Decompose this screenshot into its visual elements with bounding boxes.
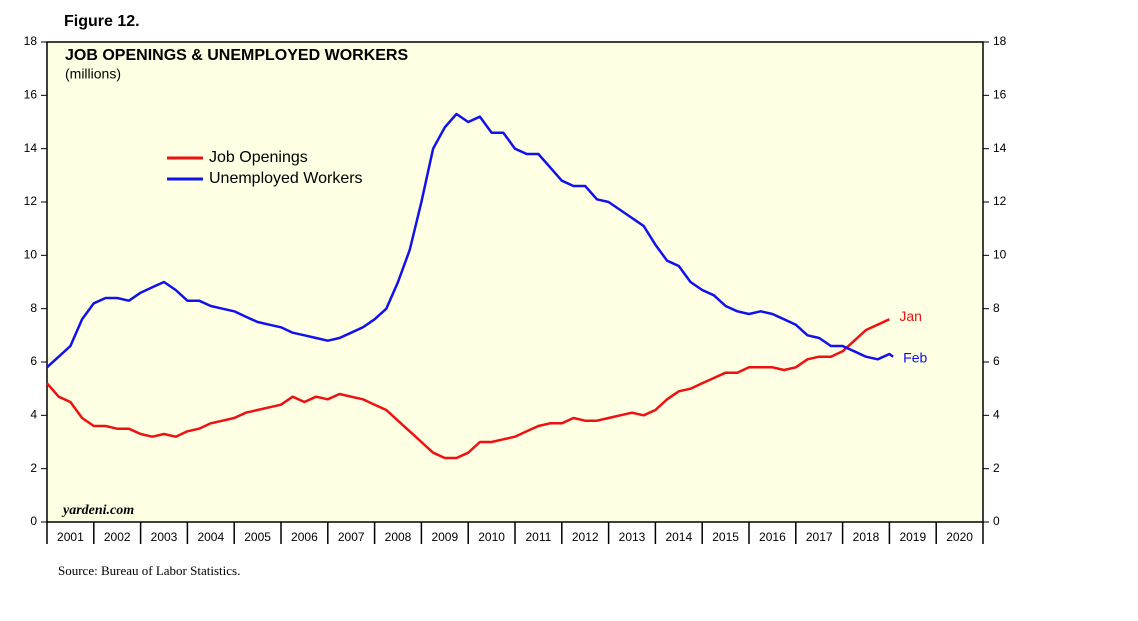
watermark: yardeni.com: [61, 503, 134, 518]
x-tick-label: 2009: [431, 530, 458, 544]
y2-tick-label: 14: [993, 141, 1007, 155]
x-tick-label: 2014: [665, 530, 692, 544]
series-line: [46, 318, 890, 460]
y2-tick-label: 8: [993, 301, 1000, 315]
x-tick-label: 2003: [151, 530, 178, 544]
chart-title: JOB OPENINGS & UNEMPLOYED WORKERS: [65, 47, 408, 64]
source-note: Source: Bureau of Labor Statistics.: [58, 563, 240, 578]
legend-label: Unemployed Workers: [209, 170, 363, 187]
x-tick-label: 2018: [853, 530, 880, 544]
x-tick-label: 2015: [712, 530, 739, 544]
y-tick-label: 4: [30, 408, 37, 422]
x-tick-label: 2012: [572, 530, 599, 544]
x-tick-label: 2002: [104, 530, 131, 544]
plot-area: [46, 41, 984, 523]
y2-tick-label: 18: [993, 34, 1007, 48]
end-label: Feb: [903, 349, 927, 365]
y-tick-label: 8: [30, 301, 37, 315]
y-tick-label: 0: [30, 514, 37, 528]
y-tick-label: 10: [24, 248, 38, 262]
x-tick-label: 2001: [57, 530, 84, 544]
y2-tick-label: 2: [993, 461, 1000, 475]
x-tick-label: 2005: [244, 530, 271, 544]
legend-label: Job Openings: [209, 149, 308, 166]
y2-tick-label: 16: [993, 88, 1007, 102]
y2-tick-label: 0: [993, 514, 1000, 528]
y2-tick-label: 12: [993, 194, 1007, 208]
x-tick-label: 2020: [946, 530, 973, 544]
x-tick-label: 2008: [385, 530, 412, 544]
x-tick-label: 2017: [806, 530, 833, 544]
x-tick-label: 2004: [197, 530, 224, 544]
y-tick-label: 2: [30, 461, 37, 475]
y-tick-label: 16: [24, 88, 38, 102]
chart-subtitle: (millions): [65, 66, 121, 82]
x-tick-label: 2007: [338, 530, 365, 544]
x-tick-label: 2006: [291, 530, 318, 544]
y2-tick-label: 10: [993, 248, 1007, 262]
y2-tick-label: 6: [993, 354, 1000, 368]
y-tick-label: 6: [30, 354, 37, 368]
series-line: [46, 112, 894, 369]
y2-tick-label: 4: [993, 408, 1000, 422]
y-tick-label: 18: [24, 34, 38, 48]
figure-label: Figure 12.: [64, 13, 140, 30]
x-tick-label: 2019: [899, 530, 926, 544]
x-tick-label: 2016: [759, 530, 786, 544]
y-tick-label: 14: [24, 141, 38, 155]
x-tick-label: 2010: [478, 530, 505, 544]
x-tick-label: 2013: [619, 530, 646, 544]
y-tick-label: 12: [24, 194, 38, 208]
x-tick-label: 2011: [525, 530, 551, 544]
end-label: Jan: [899, 308, 922, 324]
